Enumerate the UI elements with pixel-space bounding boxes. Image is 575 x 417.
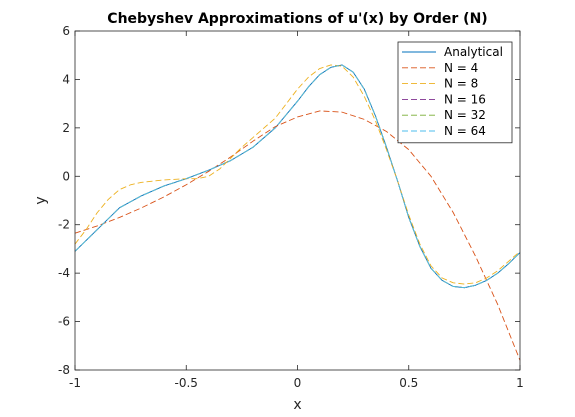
- x-tick-label: 1: [516, 376, 524, 390]
- legend-label-2: N = 8: [444, 77, 478, 91]
- legend-box: [397, 41, 513, 144]
- series-line-1: [74, 110, 521, 361]
- chart-title: Chebyshev Approximations of u'(x) by Ord…: [107, 11, 487, 27]
- y-tick-label: -4: [58, 266, 70, 280]
- x-tick-label: -0.5: [175, 376, 198, 390]
- x-tick-label: 0: [294, 376, 302, 390]
- legend-label-0: Analytical: [444, 45, 503, 59]
- y-tick-label: -6: [58, 315, 70, 329]
- axis-layer: -1 -0.5 0 0.5 1 -8 -6 -4 -2 0 2 4 6: [58, 24, 524, 390]
- y-tick-label: 4: [62, 72, 70, 86]
- x-axis-label: x: [293, 397, 301, 413]
- y-tick-label: 0: [62, 169, 70, 183]
- legend: Analytical N = 4 N = 8N = 16 N = 32 N = 64: [397, 41, 513, 144]
- legend-label-5: N = 64: [444, 124, 486, 138]
- legend-label-3: N = 16: [444, 92, 486, 106]
- y-tick-label: 2: [62, 121, 70, 135]
- legend-label-4: N = 32: [444, 108, 486, 122]
- x-tick-label: -1: [69, 376, 81, 390]
- y-tick-label: 6: [62, 24, 70, 38]
- y-tick-label: -2: [58, 218, 70, 232]
- series-line-2: [74, 64, 521, 285]
- legend-label-1: N = 4: [444, 61, 478, 75]
- x-tick-label: 0.5: [399, 376, 418, 390]
- series-line-5: [74, 64, 521, 289]
- y-axis-label: y: [33, 196, 49, 204]
- y-tick-label: -8: [58, 363, 70, 377]
- series-layer: [74, 64, 521, 361]
